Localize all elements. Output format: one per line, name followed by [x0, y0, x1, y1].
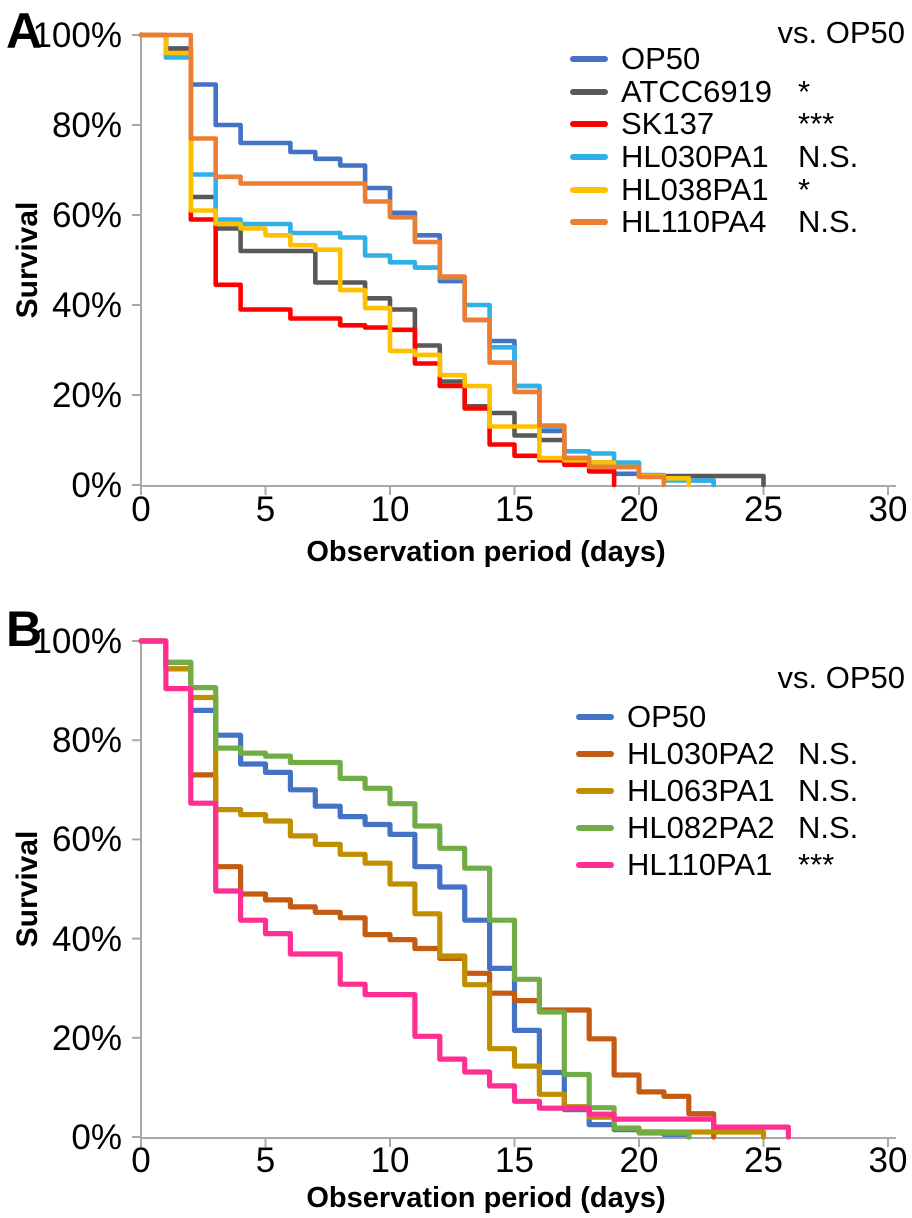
x-tick-label: 20 [619, 1141, 659, 1180]
legend-item-HL110PA4: HL110PA4 N.S. [570, 204, 910, 240]
x-tick-label: 25 [744, 490, 783, 529]
significance-vs-op50: *** [798, 106, 835, 142]
legend-item-HL082PA2: HL082PA2 N.S. [576, 809, 912, 846]
legend-item-HL063PA1: HL063PA1 N.S. [576, 772, 912, 809]
legend-line-swatch [570, 219, 608, 226]
legend-line-swatch [570, 186, 608, 193]
significance-vs-op50: N.S. [798, 204, 859, 240]
legend-series-label: HL082PA2 [627, 809, 775, 845]
y-tick-label: 0% [71, 466, 122, 505]
series-line-HL038PA1 [138, 32, 692, 488]
y-tick-label: 80% [51, 721, 122, 761]
y-tick-label: 100% [32, 622, 122, 661]
y-tick-label: 20% [51, 1018, 122, 1058]
panel-a-vs-op50-header: vs. OP50 [777, 15, 906, 50]
x-tick-label: 0 [131, 1141, 151, 1180]
panel-b-letter: B [6, 601, 43, 657]
legend-line-swatch [570, 154, 608, 161]
panel-b-y-axis-title: Survival [11, 830, 44, 948]
x-tick-label: 5 [255, 1141, 276, 1180]
x-tick-label: 0 [131, 490, 151, 529]
legend-item-ATCC6919: ATCC6919 * [570, 73, 910, 109]
legend-item-HL038PA1: HL038PA1 * [570, 171, 910, 207]
significance-vs-op50: N.S. [798, 735, 859, 771]
legend-series-label: SK137 [621, 106, 715, 142]
legend-item-HL110PA1: HL110PA1 *** [576, 846, 912, 883]
significance-vs-op50: N.S. [798, 809, 859, 845]
legend-item-HL030PA2: HL030PA2 N.S. [576, 735, 912, 772]
y-tick-label: 20% [51, 376, 122, 415]
legend-item-OP50: OP50 [570, 41, 910, 77]
series-line-OP50 [138, 32, 716, 488]
legend-series-label: HL110PA1 [627, 846, 773, 882]
y-tick-label: 60% [51, 196, 122, 235]
legend-line-swatch [576, 750, 614, 757]
legend-line-swatch [570, 121, 608, 128]
panel-b-vs-op50-header: vs. OP50 [777, 660, 906, 695]
significance-vs-op50: *** [798, 846, 835, 882]
legend-line-swatch [570, 88, 608, 95]
y-tick-label: 100% [32, 16, 122, 55]
series-line-HL110PA4 [138, 32, 667, 488]
series-line-OP50 [138, 638, 692, 1140]
legend-item-SK137: SK137 *** [570, 106, 910, 142]
x-tick-label: 15 [495, 490, 534, 529]
legend-line-swatch [576, 861, 614, 868]
significance-vs-op50: * [798, 73, 811, 109]
x-tick-label: 30 [868, 1141, 908, 1180]
x-tick-label: 25 [744, 1141, 783, 1180]
series-line-HL030PA2 [138, 638, 717, 1140]
panel-a-x-axis-title: Observation period (days) [306, 536, 666, 568]
x-tick-label: 20 [619, 490, 659, 529]
x-tick-label: 15 [495, 1141, 534, 1180]
legend-line-swatch [570, 56, 608, 63]
legend-item-HL030PA1: HL030PA1 N.S. [570, 139, 910, 175]
x-tick-label: 5 [255, 490, 276, 529]
legend-series-label: HL038PA1 [621, 171, 769, 207]
x-tick-label: 10 [370, 490, 410, 529]
panel-a-letter: A [6, 3, 43, 59]
y-tick-label: 40% [51, 919, 122, 959]
panel-b-x-axis-title: Observation period (days) [306, 1182, 666, 1214]
x-tick-label: 30 [868, 490, 908, 529]
y-tick-label: 80% [51, 106, 122, 145]
legend-series-label: OP50 [627, 698, 707, 734]
series-line-HL110PA1 [138, 638, 791, 1140]
legend-series-label: OP50 [621, 41, 701, 77]
legend-line-swatch [576, 787, 614, 794]
legend-item-OP50: OP50 [576, 698, 912, 735]
y-tick-label: 0% [71, 1118, 122, 1157]
panel-b-legend: OP50 HL030PA2 N.S. HL063PA1 N.S. HL082PA2 N.S.… [576, 698, 912, 883]
significance-vs-op50: N.S. [798, 139, 859, 175]
y-tick-label: 40% [51, 286, 122, 325]
significance-vs-op50: N.S. [798, 772, 859, 808]
legend-series-label: HL030PA2 [627, 735, 775, 771]
panel-a-legend: OP50 ATCC6919 * SK137 *** HL030PA1 N.S. HL038PA… [570, 41, 910, 240]
y-tick-label: 60% [51, 820, 122, 860]
series-line-HL082PA2 [138, 638, 692, 1140]
legend-line-swatch [576, 713, 614, 720]
panel-a-y-axis-title: Survival [11, 201, 44, 319]
legend-series-label: ATCC6919 [621, 73, 773, 109]
legend-series-label: HL030PA1 [621, 139, 769, 175]
significance-vs-op50: * [798, 171, 811, 207]
legend-line-swatch [576, 824, 614, 831]
series-line-SK137 [138, 32, 617, 488]
legend-series-label: HL063PA1 [627, 772, 775, 808]
x-tick-label: 10 [370, 1141, 410, 1180]
legend-series-label: HL110PA4 [621, 204, 767, 240]
